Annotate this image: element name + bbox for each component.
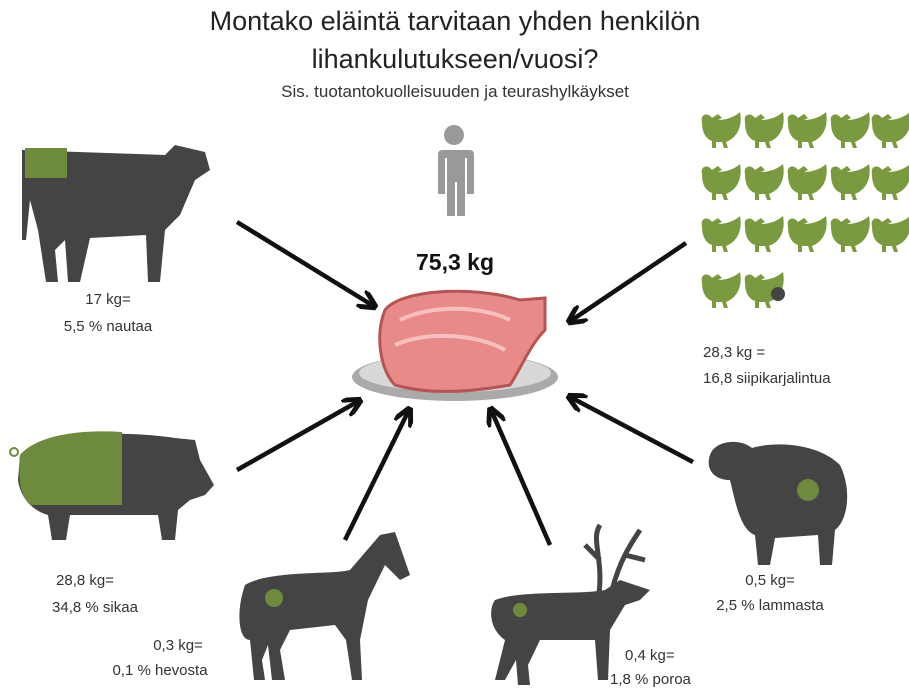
horse-icon bbox=[239, 532, 410, 680]
reindeer-label: 1,8 % poroa bbox=[610, 671, 692, 688]
title-line: Montako eläintä tarvitaan yhden henkilön bbox=[210, 6, 701, 36]
poultry-label: 28,3 kg = bbox=[703, 344, 765, 361]
person-icon bbox=[438, 125, 474, 216]
infographic: Montako eläintä tarvitaan yhden henkilön… bbox=[0, 0, 909, 691]
horse-label: 0,1 % hevosta bbox=[112, 662, 208, 679]
title-line: lihankulutukseen/vuosi? bbox=[312, 44, 599, 74]
subtitle: Sis. tuotantokuolleisuuden ja teurashylk… bbox=[281, 82, 629, 101]
cow-label: 17 kg= bbox=[85, 291, 131, 308]
cow-label: 5,5 % nautaa bbox=[64, 318, 153, 335]
sheep-label: 0,5 kg= bbox=[745, 572, 795, 589]
sheep-label: 2,5 % lammasta bbox=[716, 597, 824, 614]
sheep-icon bbox=[709, 442, 847, 565]
horse-label: 0,3 kg= bbox=[153, 637, 203, 654]
pig-icon bbox=[10, 431, 214, 540]
reindeer-label: 0,4 kg= bbox=[625, 647, 675, 664]
meat-plate bbox=[352, 291, 558, 401]
pig-label: 34,8 % sikaa bbox=[52, 599, 139, 616]
total: 75,3 kg bbox=[416, 249, 494, 275]
pig-label: 28,8 kg= bbox=[56, 572, 114, 589]
poultry-icons bbox=[702, 112, 909, 308]
poultry-label: 16,8 siipikarjalintua bbox=[703, 370, 831, 387]
cow-icon bbox=[22, 145, 210, 282]
